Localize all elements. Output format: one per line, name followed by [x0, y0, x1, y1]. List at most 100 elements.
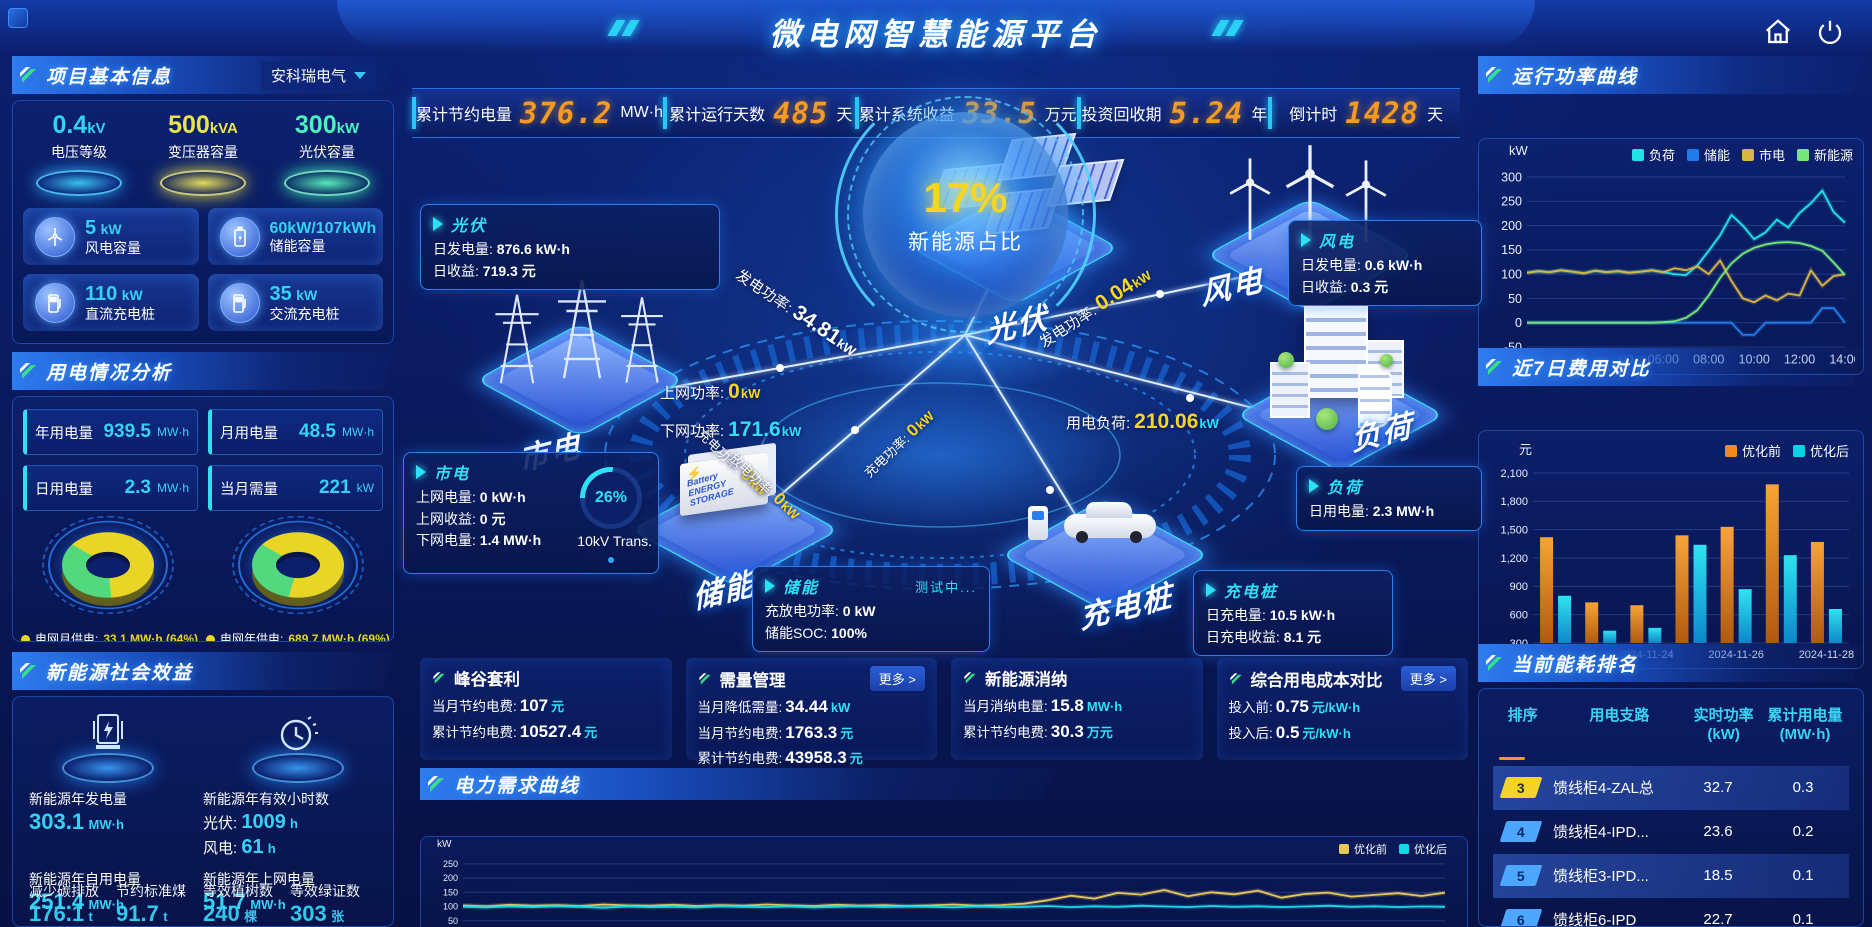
panel-title: 用电情况分析	[46, 362, 173, 384]
svg-text:600: 600	[1510, 610, 1528, 622]
legend-grid-monthly: 电网月供电: 33.1 MW·h (64%)	[21, 629, 200, 641]
legend-item[interactable]: 储能	[1686, 145, 1730, 164]
renewable-ratio-label: 新能源占比	[908, 230, 1023, 254]
svg-text:50: 50	[448, 916, 458, 926]
page-title: 微电网智慧能源平台	[769, 17, 1103, 52]
glow-disc	[160, 170, 246, 196]
legend-item[interactable]: 优化前	[1339, 841, 1387, 857]
wind-turbines-illustration	[1222, 140, 1402, 270]
power-curve-panel: 运行功率曲线 kW 负荷 储能 市电 新能源 300 250 200 150 100 50 0 -5…	[1478, 56, 1864, 375]
legend-item[interactable]: 市电	[1741, 145, 1785, 164]
spotlight-transformer-capacity: 500kVA 变压器容量	[144, 111, 262, 196]
panel-header: 近7日费用对比	[1478, 348, 1864, 386]
svg-text:250: 250	[1501, 195, 1522, 209]
arrow-icon	[433, 217, 443, 231]
load-callout: 负荷 日用电量: 2.3 MW·h	[1296, 466, 1482, 531]
y-axis-unit: kW	[437, 839, 452, 850]
svg-text:1,200: 1,200	[1500, 553, 1528, 565]
company-dropdown[interactable]: 安科瑞电气	[260, 60, 376, 90]
legend-item[interactable]: 优化后	[1399, 841, 1447, 857]
company-name: 安科瑞电气	[270, 67, 346, 85]
svg-text:150: 150	[1501, 243, 1522, 257]
panel-corner-icon	[428, 776, 444, 792]
kpi-separator	[662, 97, 667, 129]
table-header-row: 排序 用电支路 实时功率 (kW) 累计用电量 (MW·h)	[1507, 707, 1843, 743]
benefit-row-energy: 新能源年自用电量 251.4 MW·h 新能源年上网电量 51.7 MW·h	[29, 871, 315, 914]
table-row[interactable]: 6 馈线柜6-IPD 22.7 0.1	[1493, 898, 1849, 926]
stat-annual-usage: 年用电量 939.5 MW·h	[23, 409, 198, 455]
kpi-separator	[412, 97, 416, 129]
capacity-card-dc-charger: 110 kW 直流充电桩	[23, 274, 199, 331]
capacity-card-wind: 5 kW 风电容量	[23, 208, 199, 265]
stat-monthly-demand: 当月需量 221 kW	[208, 465, 383, 511]
pagination-indicator	[1499, 756, 1525, 760]
energy-generation-pedestal	[53, 709, 163, 783]
kpi-payback-period: 投资回收期 5.24 年	[1081, 96, 1268, 130]
glow-disc	[284, 170, 370, 196]
panel-header: 用电情况分析	[12, 352, 394, 390]
annual-energy-donut	[232, 515, 364, 615]
arrow-icon	[416, 465, 426, 479]
panel-title: 当前能耗排名	[1512, 654, 1639, 676]
more-button[interactable]: 更多 >	[869, 666, 925, 691]
chevron-down-icon	[354, 71, 366, 79]
legend-item[interactable]: 优化后	[1792, 441, 1849, 460]
power-towers-illustration	[488, 274, 672, 394]
demand-management-card: 需量管理 更多 > 当月降低需量: 34.44 kW 当月节约电费: 1763.3 元 …	[685, 658, 937, 767]
cost-compare-panel: 近7日费用对比 元 优化前 优化后 2,100 1,800 1,500 1,200 900…	[1478, 348, 1864, 669]
panel-header: 运行功率曲线	[1478, 56, 1864, 94]
flow-load-power: 用电负荷: 210.06kW	[1066, 410, 1219, 433]
kpi-countdown: 倒计时 1428 天	[1289, 96, 1444, 130]
arrow-icon	[765, 579, 775, 593]
panel-corner-icon	[20, 67, 36, 83]
renewable-consumption-card: 新能源消纳 当月消纳电量: 15.8 MW·h 累计节约电费: 30.3 万元	[951, 658, 1203, 760]
panel-title: 项目基本信息	[46, 66, 173, 88]
kpi-running-days: 累计运行天数 485 天	[669, 96, 853, 130]
app-header: 微电网智慧能源平台	[0, 0, 1872, 56]
effective-hours-pedestal	[243, 709, 353, 783]
table-row[interactable]: 5 馈线柜3-IPD... 18.5 0.1	[1493, 853, 1849, 898]
project-info-panel: 项目基本信息 安科瑞电气 0.4kV 电压等级 500kVA 变压器容量	[12, 56, 394, 344]
chart-legend: 优化前 优化后	[1724, 441, 1849, 460]
dc-charger-icon	[35, 282, 75, 323]
panel-header: 电力需求曲线	[420, 768, 1060, 800]
kpi-separator	[854, 97, 859, 129]
effective-hours-stat: 新能源年有效小时数 光伏: 1009 h 风电: 61 h	[203, 791, 329, 858]
table-row[interactable]: 3 馈线柜4-ZAL总 32.7 0.3	[1493, 765, 1849, 810]
home-icon[interactable]	[1760, 16, 1796, 50]
card-corner-icon	[433, 672, 445, 684]
transformer-load-gauge: 26%	[580, 467, 642, 529]
panel-corner-icon	[20, 363, 36, 379]
legend-item[interactable]: 优化前	[1724, 441, 1781, 460]
stat-monthly-usage: 月用电量 48.5 MW·h	[208, 409, 383, 455]
app-logo-icon[interactable]	[8, 8, 28, 28]
arrow-icon	[1206, 583, 1216, 597]
rank-badge: 3	[1499, 777, 1543, 798]
legend-grid-annual: 电网年供电: 689.7 MW·h (69%)	[206, 629, 393, 641]
grid-callout: 市电 上网电量: 0 kW·h 上网收益: 0 元 下网电量: 1.4 MW·h…	[403, 452, 659, 574]
solar-energy-icon	[93, 714, 123, 749]
kpi-separator	[1076, 97, 1081, 129]
svg-text:2,100: 2,100	[1500, 468, 1528, 480]
wind-node[interactable]	[1205, 140, 1415, 335]
rank-badge: 5	[1499, 865, 1543, 886]
svg-text:200: 200	[1501, 219, 1522, 233]
testing-tag: 测试中...	[915, 579, 977, 595]
panel-header: 当前能耗排名	[1478, 644, 1864, 682]
legend-item[interactable]: 负荷	[1631, 145, 1675, 164]
wind-turbine-icon	[35, 216, 75, 257]
legend-item[interactable]: 新能源	[1796, 145, 1853, 164]
benefit-row-environment: 减少碳排放 176.1 t 节约标准煤 91.7 t 等效植树数 240 棵 等…	[29, 883, 360, 926]
storage-callout: 储能 测试中... 充放电功率: 0 kW 储能SOC: 100%	[752, 566, 990, 653]
spotlight-voltage-level: 0.4kV 电压等级	[20, 111, 138, 196]
more-button[interactable]: 更多 >	[1400, 666, 1456, 691]
energy-ranking-panel: 当前能耗排名 排序 用电支路 实时功率 (kW) 累计用电量 (MW·h) 3 馈线…	[1478, 644, 1864, 927]
cost-comparison-card: 综合用电成本对比 更多 > 投入前: 0.75 元/kW·h 投入后: 0.5 元/kW…	[1216, 658, 1468, 760]
chart-legend: 优化前 优化后	[1339, 841, 1447, 857]
glow-disc	[36, 170, 122, 196]
power-icon[interactable]	[1812, 16, 1848, 50]
table-row[interactable]: 4 馈线柜4-IPD... 23.6 0.2	[1493, 810, 1849, 854]
title-decoration-right	[1211, 20, 1262, 36]
